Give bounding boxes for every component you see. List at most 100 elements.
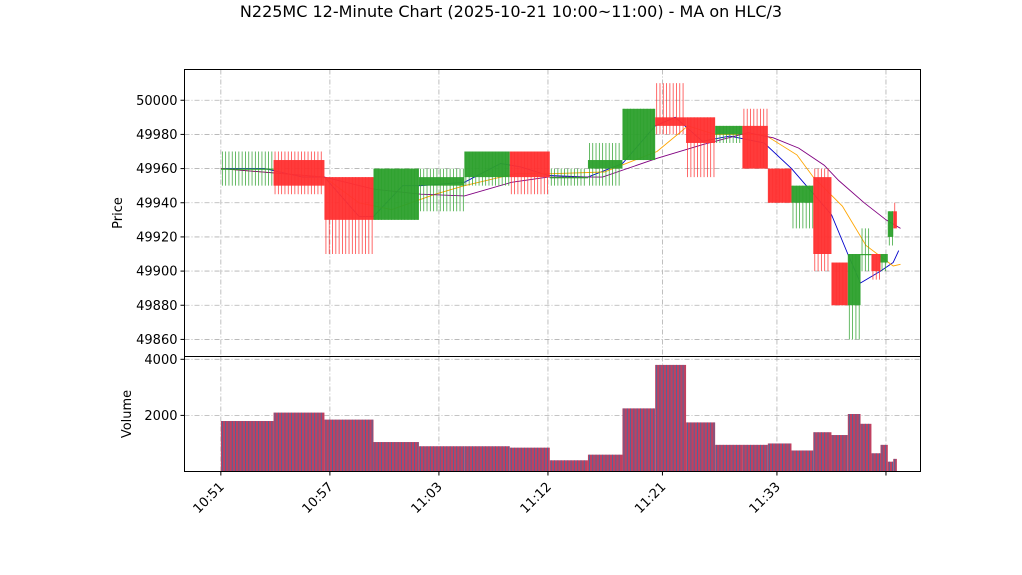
volume-bar-fill — [860, 423, 872, 472]
x-axis-ticks: 10:51 10:57 11:03 11:12 11:21 11:33 — [191, 471, 887, 517]
candle-body — [831, 262, 848, 306]
volume-bar — [831, 435, 848, 472]
volume-bar — [622, 408, 656, 472]
price-tick-label: 50000 — [136, 94, 177, 109]
volume-bar-fill — [715, 444, 743, 472]
price-tick-label: 49860 — [136, 333, 177, 348]
candle — [860, 228, 872, 272]
volume-bar — [464, 446, 510, 472]
candle-body — [791, 185, 814, 203]
candle — [324, 177, 374, 254]
volume-bar-fill — [373, 442, 419, 472]
price-tick-label: 49980 — [136, 128, 177, 143]
candle — [509, 151, 550, 195]
candle-body — [767, 168, 792, 203]
volume-bar — [791, 450, 814, 472]
candle-body — [587, 160, 623, 169]
volume-bar-fill — [622, 408, 656, 472]
candle — [373, 168, 419, 220]
volume-bar — [880, 444, 888, 472]
volume-bar-fill — [220, 421, 274, 472]
candle-body — [273, 160, 325, 186]
x-tick-label: 10:57 — [300, 480, 337, 517]
volume-bar — [887, 461, 894, 472]
x-tick-label: 11:03 — [409, 480, 446, 517]
candle — [273, 151, 325, 195]
price-tick-label: 49880 — [136, 299, 177, 314]
volume-bar — [715, 444, 743, 472]
volume-bar — [509, 447, 550, 472]
volume-bar — [273, 412, 325, 472]
volume-bar — [813, 432, 832, 472]
volume-bar — [373, 442, 419, 472]
candle — [464, 151, 510, 186]
candle — [831, 262, 848, 306]
volume-bar-fill — [813, 432, 832, 472]
x-tick-label: 11:12 — [518, 480, 555, 517]
candle-body — [813, 177, 832, 254]
volume-bar-fill — [464, 446, 510, 472]
candle-body — [847, 254, 861, 306]
candle — [655, 83, 687, 135]
volume-bar — [686, 422, 716, 472]
volume-bar-fill — [880, 444, 888, 472]
candle-body — [887, 211, 894, 237]
candle-body — [715, 125, 743, 135]
candle-body — [373, 168, 419, 220]
volume-bar — [893, 458, 897, 472]
x-tick-label: 11:21 — [632, 480, 669, 517]
chart-title: N225MC 12-Minute Chart (2025-10-21 10:00… — [240, 2, 782, 21]
price-tick-label: 49940 — [136, 196, 177, 211]
candle — [418, 168, 465, 212]
candle-body — [464, 151, 510, 178]
candle-body — [880, 254, 888, 263]
volume-bar-fill — [418, 446, 465, 472]
candle — [220, 151, 274, 186]
candle — [587, 142, 623, 186]
candle — [767, 168, 792, 203]
volume-bar — [767, 443, 792, 472]
candle-body — [742, 125, 768, 169]
candle — [893, 202, 897, 229]
candle — [871, 254, 881, 280]
volume-tick-label: 2000 — [144, 409, 177, 424]
candle-body — [509, 151, 550, 178]
volume-bar-fill — [791, 450, 814, 472]
volume-axis-label: Volume — [120, 390, 135, 438]
price-panel: 49860 49880 49900 49920 49940 49960 49980 50000… — [111, 69, 921, 357]
candle-body — [418, 177, 465, 186]
x-tick-label: 11:33 — [747, 480, 784, 517]
volume-panel-frame — [184, 356, 921, 472]
candle-body — [324, 177, 374, 220]
price-tick-label: 49960 — [136, 162, 177, 177]
volume-bar — [847, 414, 861, 472]
candle-body — [860, 254, 872, 256]
volume-bar — [549, 460, 588, 472]
volume-tick-label: 4000 — [144, 353, 177, 368]
price-panel-frame — [184, 69, 921, 357]
candle — [887, 211, 894, 246]
candle-body — [549, 177, 588, 179]
volume-bar-fill — [549, 460, 588, 472]
price-tick-label: 49920 — [136, 230, 177, 245]
candle — [622, 108, 656, 161]
volume-bar-fill — [273, 412, 325, 472]
candle-body — [871, 254, 881, 272]
candle — [847, 254, 861, 340]
volume-bar-fill — [887, 461, 894, 472]
candle-body — [220, 168, 274, 170]
candle — [742, 108, 768, 169]
candle — [686, 117, 716, 178]
price-tick-label: 49900 — [136, 265, 177, 280]
volume-bar — [587, 454, 623, 472]
candle-body — [622, 108, 656, 161]
volume-bar — [860, 423, 872, 472]
candle — [880, 254, 888, 272]
volume-bar — [742, 444, 768, 472]
volume-bar — [220, 421, 274, 472]
candle — [549, 168, 588, 186]
volume-bar — [324, 419, 374, 472]
candle-body — [655, 117, 687, 126]
candle — [791, 185, 814, 229]
